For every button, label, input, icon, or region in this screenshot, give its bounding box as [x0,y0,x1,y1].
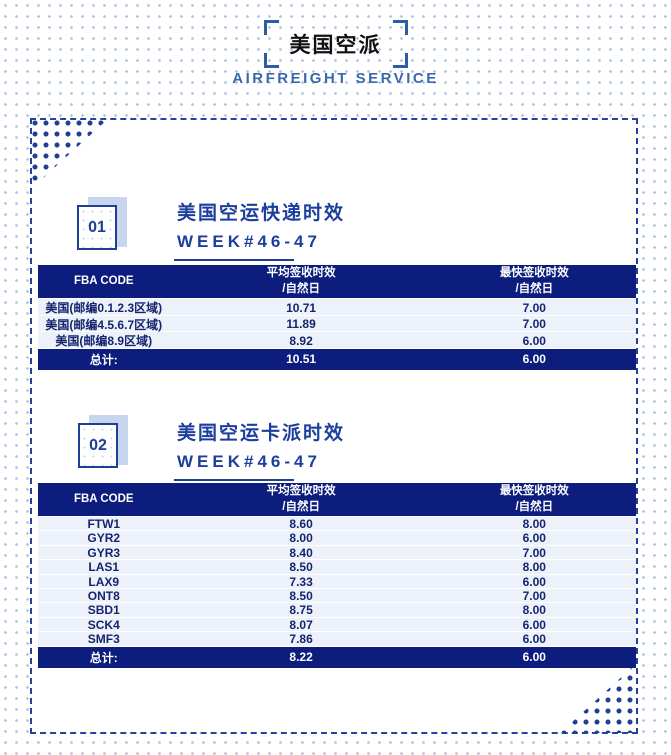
fba-code-cell: 美国(邮编8.9区域) [55,334,153,348]
avg-days-cell: 8.40 [289,545,313,560]
section-title-block: 美国空运快递时效 WEEK#46-47 [174,198,346,261]
title-underline [174,259,294,261]
fastest-days-cell: 8.00 [522,517,546,531]
avg-days-cell: 10.71 [286,300,317,315]
fastest-days-cell: 6.00 [522,531,546,546]
avg-days-cell: 8.07 [289,617,313,632]
table-body: 美国(邮编0.1.2.3区域) 10.71 7.00 美国(邮编4.5.6.7区域) 1… [38,298,636,348]
table-row: 美国(邮编4.5.6.7区域) 11.89 7.00 [38,314,636,332]
table-row: SMF3 7.86 6.00 [38,631,636,647]
total-row: 总计: 8.22 6.00 [38,645,636,668]
truck-delivery-table: FBA CODE 平均签收时效 /自然日 最快签收时效 /自然日 FTW1 8.6… [38,483,636,668]
table-row: GYR2 8.00 6.00 [38,530,636,546]
section-title: 美国空运快递时效 [177,203,346,224]
fastest-days-cell: 6.00 [522,632,546,647]
table-row: ONT8 8.50 7.00 [38,587,636,603]
bracket-corner-icon [263,20,279,35]
fba-code-cell: LAX9 [88,574,120,589]
fastest-days-cell: 8.00 [522,603,546,618]
fastest-days-cell: 7.00 [522,588,546,603]
brand-frame: 美国空派 [263,20,408,68]
avg-days-cell: 8.60 [289,517,313,531]
total-label: 总计: [89,352,118,367]
fba-code-cell: LAS1 [88,560,120,575]
section-title: 美国空运卡派时效 [177,423,346,444]
fba-code-cell: ONT8 [87,588,120,603]
fastest-days-cell: 6.00 [522,333,546,348]
content-panel: 01 美国空运快递时效 WEEK#46-47 FBA CODE 平均签收时效 /… [30,118,638,734]
section-number: 01 [77,205,117,250]
total-avg-days: 10.51 [286,352,317,366]
header-avg-days: 平均签收时效 /自然日 [266,484,336,513]
fastest-days-cell: 6.00 [522,617,546,632]
table-row: SBD1 8.75 8.00 [38,602,636,618]
fba-code-cell: 美国(邮编4.5.6.7区域) [45,317,163,332]
avg-days-cell: 8.75 [289,603,313,618]
table-row: GYR3 8.40 7.00 [38,544,636,560]
avg-days-cell: 8.50 [289,560,313,575]
fastest-days-cell: 7.00 [522,545,546,560]
header-fastest-days: 最快签收时效 /自然日 [499,484,569,513]
section-number: 02 [78,423,118,468]
page-title: 美国空派 [289,34,382,57]
fastest-days-cell: 6.00 [522,574,546,589]
section-number-badge: 01 [77,197,129,257]
avg-days-cell: 11.89 [286,317,316,331]
table-row: LAX9 7.33 6.00 [38,573,636,589]
section-number-badge: 02 [78,415,130,475]
total-label: 总计: [89,650,118,665]
table-row: 美国(邮编0.1.2.3区域) 10.71 7.00 [38,298,636,315]
table-row: LAS1 8.50 8.00 [38,559,636,575]
bracket-corner-icon [263,53,279,68]
fba-code-cell: SMF3 [87,632,120,647]
table-body: FTW1 8.60 8.00 GYR2 8.00 6.00 GYR3 8.40 7.00 LAS1… [38,516,636,646]
title-underline [174,479,294,481]
header-fba-code: FBA CODE [73,492,134,505]
fba-code-cell: SBD1 [87,603,120,618]
section-title-block: 美国空运卡派时效 WEEK#46-47 [174,418,346,481]
total-row: 总计: 10.51 6.00 [38,347,636,370]
fba-code-cell: 美国(邮编0.1.2.3区域) [45,301,163,315]
avg-days-cell: 8.00 [289,531,313,546]
table-row: FTW1 8.60 8.00 [38,516,636,531]
table-header-row: FBA CODE 平均签收时效 /自然日 最快签收时效 /自然日 [38,265,636,298]
week-label: WEEK#46-47 [177,452,321,471]
table-row: SCK4 8.07 6.00 [38,616,636,632]
fastest-days-cell: 7.00 [522,317,546,331]
fba-code-cell: GYR3 [87,545,121,560]
avg-days-cell: 7.86 [289,632,313,647]
fastest-days-cell: 7.00 [522,300,546,315]
fba-code-cell: SCK4 [87,617,120,632]
header-avg-days: 平均签收时效 /自然日 [266,266,336,295]
bracket-corner-icon [392,20,408,35]
avg-days-cell: 8.50 [289,588,313,603]
page-subtitle: AIRFREIGHT SERVICE [232,70,439,87]
fastest-days-cell: 8.00 [522,560,546,575]
avg-days-cell: 8.92 [289,333,313,348]
total-fastest-days: 6.00 [522,352,546,366]
total-avg-days: 8.22 [289,650,313,665]
total-fastest-days: 6.00 [522,650,546,665]
week-label: WEEK#46-47 [177,232,321,251]
fba-code-cell: GYR2 [87,531,121,546]
table-header-row: FBA CODE 平均签收时效 /自然日 最快签收时效 /自然日 [38,483,636,516]
table-row: 美国(邮编8.9区域) 8.92 6.00 [38,331,636,348]
header-fastest-days: 最快签收时效 /自然日 [499,266,569,295]
avg-days-cell: 7.33 [289,574,313,589]
bracket-corner-icon [392,53,408,68]
header-fba-code: FBA CODE [73,274,134,287]
express-delivery-table: FBA CODE 平均签收时效 /自然日 最快签收时效 /自然日 美国(邮编0.… [38,265,636,370]
corner-dots-bottom-right-decoration [560,663,637,733]
corner-dots-top-left-decoration [31,119,108,189]
fba-code-cell: FTW1 [87,517,121,531]
